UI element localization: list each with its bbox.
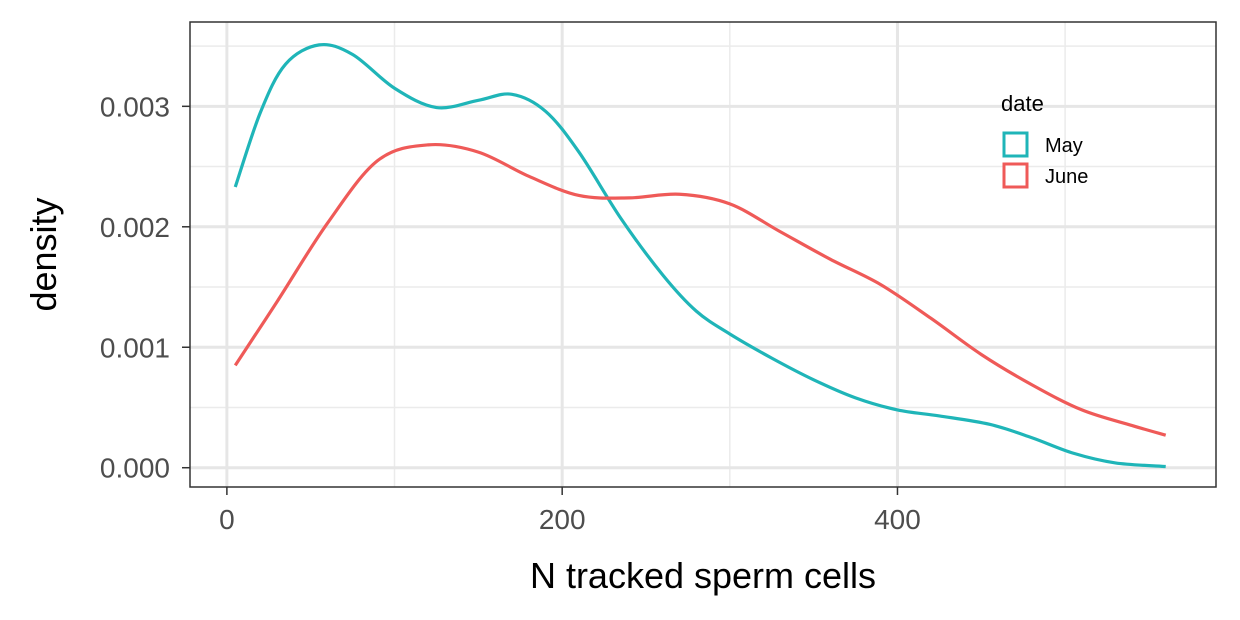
y-tick-label: 0.003 (100, 91, 170, 122)
legend: date May June (1001, 91, 1088, 189)
y-tick-label: 0.001 (100, 332, 170, 363)
y-axis-title: density (23, 197, 64, 311)
legend-key-may (1002, 131, 1029, 158)
legend-label-june: June (1045, 166, 1088, 188)
x-tick-label: 200 (539, 504, 586, 535)
series-line-june (233, 142, 1167, 437)
series-line-may (233, 42, 1166, 469)
legend-title: date (1001, 91, 1044, 116)
legend-key-june (1002, 162, 1029, 189)
axis-ticks: 0 200 400 0.000 0.001 0.002 0.003 (100, 91, 921, 535)
x-tick-label: 0 (219, 504, 235, 535)
y-tick-label: 0.002 (100, 212, 170, 243)
x-axis-title: N tracked sperm cells (530, 555, 876, 596)
x-tick-label: 400 (874, 504, 921, 535)
series-lines (233, 42, 1167, 469)
legend-label-may: May (1045, 135, 1083, 157)
grid-lines (190, 22, 1216, 487)
plot-panel-border (189, 21, 1217, 488)
y-tick-label: 0.000 (100, 453, 170, 484)
